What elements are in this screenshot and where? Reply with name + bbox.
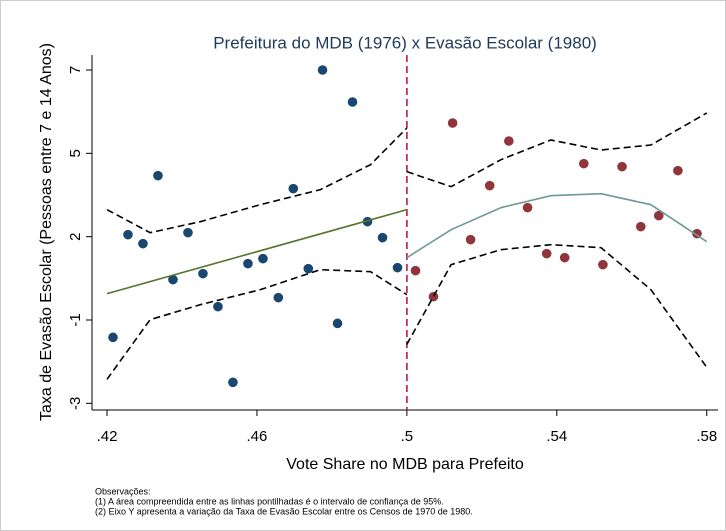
point: [153, 170, 163, 181]
point: [243, 258, 253, 269]
point: [123, 229, 133, 240]
y-tick-label: -1: [67, 313, 84, 326]
point: [228, 377, 238, 388]
y-tick-label: 7: [67, 66, 84, 74]
confidence-bound: [406, 243, 708, 368]
point: [410, 265, 421, 276]
point: [198, 268, 208, 279]
fit-line: [406, 192, 708, 259]
point: [213, 301, 223, 312]
point: [541, 248, 552, 259]
point: [428, 291, 439, 302]
point: [138, 238, 148, 249]
note: (1) A área compreendida entre as linhas …: [95, 496, 444, 506]
point: [108, 332, 118, 343]
point: [347, 97, 358, 107]
point: [504, 136, 514, 146]
point: [183, 227, 193, 238]
point: [392, 262, 403, 273]
point: [598, 259, 608, 270]
y-axis-label: Taxa de Evasão Escolar (Pessoas entre 7 …: [38, 43, 55, 421]
y-tick-label: 5: [67, 149, 84, 157]
point: [447, 118, 458, 128]
point: [168, 274, 178, 285]
chart-title: Prefeitura do MDB (1976) x Evasão Escola…: [213, 33, 597, 52]
point: [673, 165, 683, 176]
point: [317, 65, 328, 75]
point: [465, 234, 476, 245]
point: [377, 232, 388, 243]
point: [303, 263, 314, 274]
x-tick-label: .54: [546, 428, 567, 445]
fit-line: [106, 208, 408, 295]
y-tick-label: 2: [67, 232, 84, 240]
point: [332, 318, 343, 329]
x-tick-label: .42: [97, 428, 118, 445]
point: [635, 221, 646, 232]
confidence-bound: [406, 112, 708, 188]
point: [559, 252, 570, 263]
point: [288, 183, 299, 194]
point: [617, 161, 627, 172]
point: [522, 202, 533, 213]
confidence-bound: [106, 127, 408, 234]
confidence-bound: [106, 268, 408, 380]
x-tick-label: .58: [696, 428, 717, 445]
x-axis-label: Vote Share no MDB para Prefeito: [286, 456, 524, 473]
x-tick-label: .5: [401, 428, 414, 445]
point: [258, 253, 268, 264]
note: Observações:: [95, 486, 151, 496]
point: [579, 158, 589, 169]
point: [653, 210, 664, 221]
note: (2) Eixo Y apresenta a variação da Taxa …: [95, 506, 473, 516]
point: [273, 292, 284, 303]
x-tick-label: .46: [247, 428, 268, 445]
y-tick-label: -3: [67, 397, 84, 410]
point: [484, 180, 495, 191]
